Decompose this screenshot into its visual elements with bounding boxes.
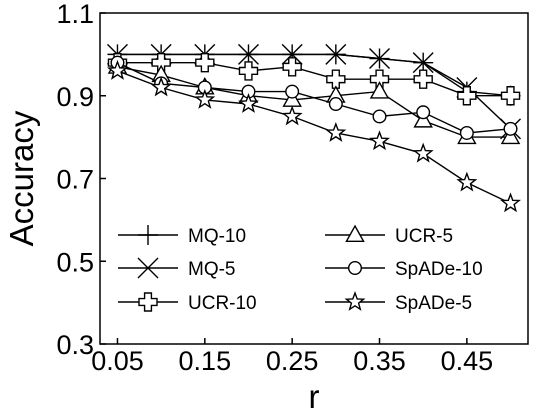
data-point xyxy=(412,52,434,74)
legend-marker xyxy=(138,225,158,245)
data-point xyxy=(369,81,390,99)
y-axis-title: Accuracy xyxy=(3,110,40,246)
legend-item: SpADe-5 xyxy=(325,291,472,314)
legend-item: UCR-10 xyxy=(118,292,257,314)
x-tick-label: 0.45 xyxy=(441,346,494,376)
data-point xyxy=(107,59,128,80)
data-point xyxy=(238,61,259,81)
legend-item: SpADe-10 xyxy=(325,259,483,280)
legend-marker xyxy=(344,291,366,311)
data-point xyxy=(282,57,302,77)
legend-item: MQ-5 xyxy=(118,257,236,280)
legend-marker xyxy=(348,261,363,276)
y-tick-label: 0.3 xyxy=(56,330,94,360)
y-tick-label: 1.1 xyxy=(56,0,94,29)
legend-label: SpADe-10 xyxy=(395,259,483,280)
series-ucr-10 xyxy=(107,52,521,106)
legend-marker xyxy=(137,257,159,279)
series-line xyxy=(117,53,511,130)
data-point xyxy=(500,86,521,106)
data-point xyxy=(328,97,343,112)
legend-item: UCR-5 xyxy=(325,224,453,247)
x-tick-label: 0.35 xyxy=(353,346,406,376)
legend-marker xyxy=(138,292,158,312)
data-point xyxy=(372,109,387,124)
series-line xyxy=(117,66,511,138)
data-point xyxy=(412,142,434,163)
legend-label: UCR-10 xyxy=(188,293,257,314)
data-point xyxy=(500,192,521,213)
legend: MQ-10 MQ-5 UCR-10 UCR-5 SpADe-10 SpADe-5 xyxy=(118,224,483,314)
tick-layer: 0.05 0.15 0.25 0.35 0.45 0.3 0.5 0.7 0.9 1.1 xyxy=(56,0,493,376)
y-tick-label: 0.9 xyxy=(56,82,94,112)
data-point xyxy=(195,52,215,73)
data-point xyxy=(325,121,347,142)
data-point xyxy=(150,76,172,97)
data-point xyxy=(459,125,474,140)
series-line xyxy=(117,70,511,204)
data-point xyxy=(369,48,391,70)
x-axis-title: r xyxy=(309,378,320,412)
data-point xyxy=(456,171,478,192)
data-point xyxy=(416,105,431,120)
data-point xyxy=(413,69,433,89)
series-layer xyxy=(106,43,522,213)
series-spade-5 xyxy=(107,59,521,213)
legend-item: MQ-10 xyxy=(118,225,246,247)
data-point xyxy=(237,43,259,65)
series-ucr-5 xyxy=(107,56,521,145)
legend-label: MQ-5 xyxy=(188,259,236,280)
data-point xyxy=(326,69,346,89)
series-spade-10 xyxy=(110,55,518,140)
data-point xyxy=(281,43,303,65)
data-point xyxy=(194,88,216,109)
data-point xyxy=(457,86,477,106)
y-tick-label: 0.7 xyxy=(56,165,94,195)
data-point xyxy=(325,43,347,65)
x-tick-label: 0.25 xyxy=(266,346,319,376)
data-point xyxy=(285,84,300,99)
legend-label: UCR-5 xyxy=(395,226,453,247)
series-line xyxy=(117,62,511,134)
legend-label: MQ-10 xyxy=(188,226,246,247)
data-point xyxy=(369,130,390,151)
data-point xyxy=(238,93,259,113)
x-tick-label: 0.05 xyxy=(91,346,144,376)
legend-label: SpADe-5 xyxy=(395,293,472,314)
series-line xyxy=(117,62,511,97)
data-point xyxy=(281,105,303,126)
legend-marker xyxy=(345,224,365,242)
y-tick-label: 0.5 xyxy=(56,247,94,277)
data-point xyxy=(503,121,518,136)
x-tick-label: 0.15 xyxy=(179,346,232,376)
